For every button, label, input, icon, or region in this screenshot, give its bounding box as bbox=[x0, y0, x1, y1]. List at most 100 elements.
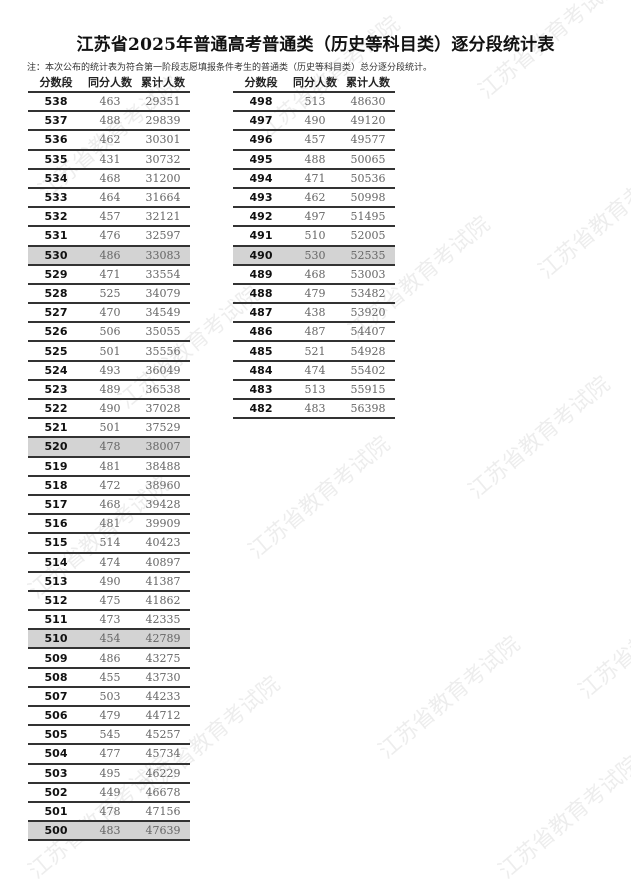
score-cell: 509 bbox=[28, 648, 84, 669]
cumulative-cell: 38488 bbox=[136, 456, 190, 477]
same-count-cell: 486 bbox=[84, 648, 136, 669]
table-row: 490 530 52535 bbox=[233, 245, 395, 266]
cumulative-cell: 53920 bbox=[341, 303, 395, 324]
score-cell: 506 bbox=[28, 706, 84, 727]
same-count-cell: 495 bbox=[84, 763, 136, 784]
table-row: 513 490 41387 bbox=[28, 571, 190, 592]
cumulative-cell: 39909 bbox=[136, 514, 190, 535]
cumulative-cell: 50065 bbox=[341, 149, 395, 170]
table-row: 511 473 42335 bbox=[28, 610, 190, 631]
watermark-text: 江苏省教育考试院 bbox=[244, 431, 396, 565]
cumulative-cell: 40897 bbox=[136, 552, 190, 573]
table-row: 510 454 42789 bbox=[28, 629, 190, 650]
table-row: 487 438 53920 bbox=[233, 303, 395, 324]
table-row: 518 472 38960 bbox=[28, 475, 190, 496]
same-count-cell: 490 bbox=[84, 399, 136, 420]
same-count-cell: 493 bbox=[84, 360, 136, 381]
cumulative-cell: 56398 bbox=[341, 399, 395, 420]
score-cell: 502 bbox=[28, 782, 84, 803]
same-count-cell: 462 bbox=[289, 187, 341, 209]
cumulative-cell: 29351 bbox=[136, 92, 190, 113]
table-row: 507 503 44233 bbox=[28, 686, 190, 708]
cumulative-cell: 37529 bbox=[136, 418, 190, 439]
score-cell: 527 bbox=[28, 303, 84, 324]
score-cell: 508 bbox=[28, 667, 84, 688]
cumulative-cell: 43730 bbox=[136, 667, 190, 688]
same-count-cell: 457 bbox=[84, 207, 136, 228]
score-cell: 530 bbox=[28, 245, 84, 266]
score-cell: 517 bbox=[28, 494, 84, 516]
table-row: 503 495 46229 bbox=[28, 763, 190, 784]
table-row: 512 475 41862 bbox=[28, 590, 190, 612]
score-cell: 484 bbox=[233, 360, 289, 381]
table-row: 522 490 37028 bbox=[28, 399, 190, 420]
score-cell: 489 bbox=[233, 264, 289, 285]
score-table-left: 分数段 同分人数 累计人数 538 463 29351 537 488 29839 536 4… bbox=[28, 72, 190, 842]
table-row: 526 506 35055 bbox=[28, 322, 190, 343]
cumulative-cell: 36049 bbox=[136, 360, 190, 381]
same-count-cell: 490 bbox=[289, 111, 341, 132]
same-count-cell: 488 bbox=[289, 149, 341, 170]
same-count-cell: 468 bbox=[84, 168, 136, 189]
score-cell: 490 bbox=[233, 245, 289, 266]
note-text: 注：本次公布的统计表为符合第一阶段志愿填报条件考生的普通类（历史等科目类）总分逐… bbox=[27, 63, 433, 73]
same-count-cell: 513 bbox=[289, 379, 341, 401]
same-count-cell: 470 bbox=[84, 303, 136, 324]
cumulative-cell: 52535 bbox=[341, 245, 395, 266]
cumulative-cell: 34549 bbox=[136, 303, 190, 324]
cumulative-cell: 32597 bbox=[136, 226, 190, 247]
table-row: 504 477 45734 bbox=[28, 744, 190, 765]
same-count-cell: 468 bbox=[289, 264, 341, 285]
header-same-count: 同分人数 bbox=[289, 72, 341, 93]
score-cell: 524 bbox=[28, 360, 84, 381]
same-count-cell: 488 bbox=[84, 111, 136, 132]
score-cell: 536 bbox=[28, 130, 84, 151]
same-count-cell: 472 bbox=[84, 475, 136, 496]
cumulative-cell: 34079 bbox=[136, 283, 190, 305]
table-row: 497 490 49120 bbox=[233, 111, 395, 132]
table-row: 515 514 40423 bbox=[28, 533, 190, 554]
table-row: 488 479 53482 bbox=[233, 283, 395, 305]
same-count-cell: 525 bbox=[84, 283, 136, 305]
same-count-cell: 479 bbox=[84, 706, 136, 727]
same-count-cell: 449 bbox=[84, 782, 136, 803]
score-cell: 533 bbox=[28, 187, 84, 209]
table-row: 483 513 55915 bbox=[233, 379, 395, 401]
cumulative-cell: 46229 bbox=[136, 763, 190, 784]
same-count-cell: 475 bbox=[84, 590, 136, 612]
cumulative-cell: 43275 bbox=[136, 648, 190, 669]
table-header: 分数段 同分人数 累计人数 bbox=[28, 72, 190, 93]
table-row: 535 431 30732 bbox=[28, 149, 190, 170]
cumulative-cell: 35055 bbox=[136, 322, 190, 343]
table-row: 509 486 43275 bbox=[28, 648, 190, 669]
score-cell: 534 bbox=[28, 168, 84, 189]
same-count-cell: 530 bbox=[289, 245, 341, 266]
table-row: 486 487 54407 bbox=[233, 322, 395, 343]
cumulative-cell: 33554 bbox=[136, 264, 190, 285]
same-count-cell: 513 bbox=[289, 92, 341, 113]
table-row: 494 471 50536 bbox=[233, 168, 395, 189]
cumulative-cell: 50998 bbox=[341, 187, 395, 209]
cumulative-cell: 45734 bbox=[136, 744, 190, 765]
same-count-cell: 464 bbox=[84, 187, 136, 209]
cumulative-cell: 54928 bbox=[341, 341, 395, 362]
table-row: 531 476 32597 bbox=[28, 226, 190, 247]
table-row: 514 474 40897 bbox=[28, 552, 190, 573]
same-count-cell: 478 bbox=[84, 801, 136, 823]
score-cell: 487 bbox=[233, 303, 289, 324]
score-cell: 537 bbox=[28, 111, 84, 132]
table-row: 527 470 34549 bbox=[28, 303, 190, 324]
score-cell: 512 bbox=[28, 590, 84, 612]
cumulative-cell: 37028 bbox=[136, 399, 190, 420]
watermark-text: 江苏省教育考试院 bbox=[534, 151, 631, 285]
score-cell: 485 bbox=[233, 341, 289, 362]
cumulative-cell: 54407 bbox=[341, 322, 395, 343]
same-count-cell: 489 bbox=[84, 379, 136, 401]
header-cumulative: 累计人数 bbox=[136, 72, 190, 93]
same-count-cell: 487 bbox=[289, 322, 341, 343]
same-count-cell: 471 bbox=[289, 168, 341, 189]
cumulative-cell: 29839 bbox=[136, 111, 190, 132]
score-cell: 486 bbox=[233, 322, 289, 343]
score-cell: 483 bbox=[233, 379, 289, 401]
cumulative-cell: 49577 bbox=[341, 130, 395, 151]
